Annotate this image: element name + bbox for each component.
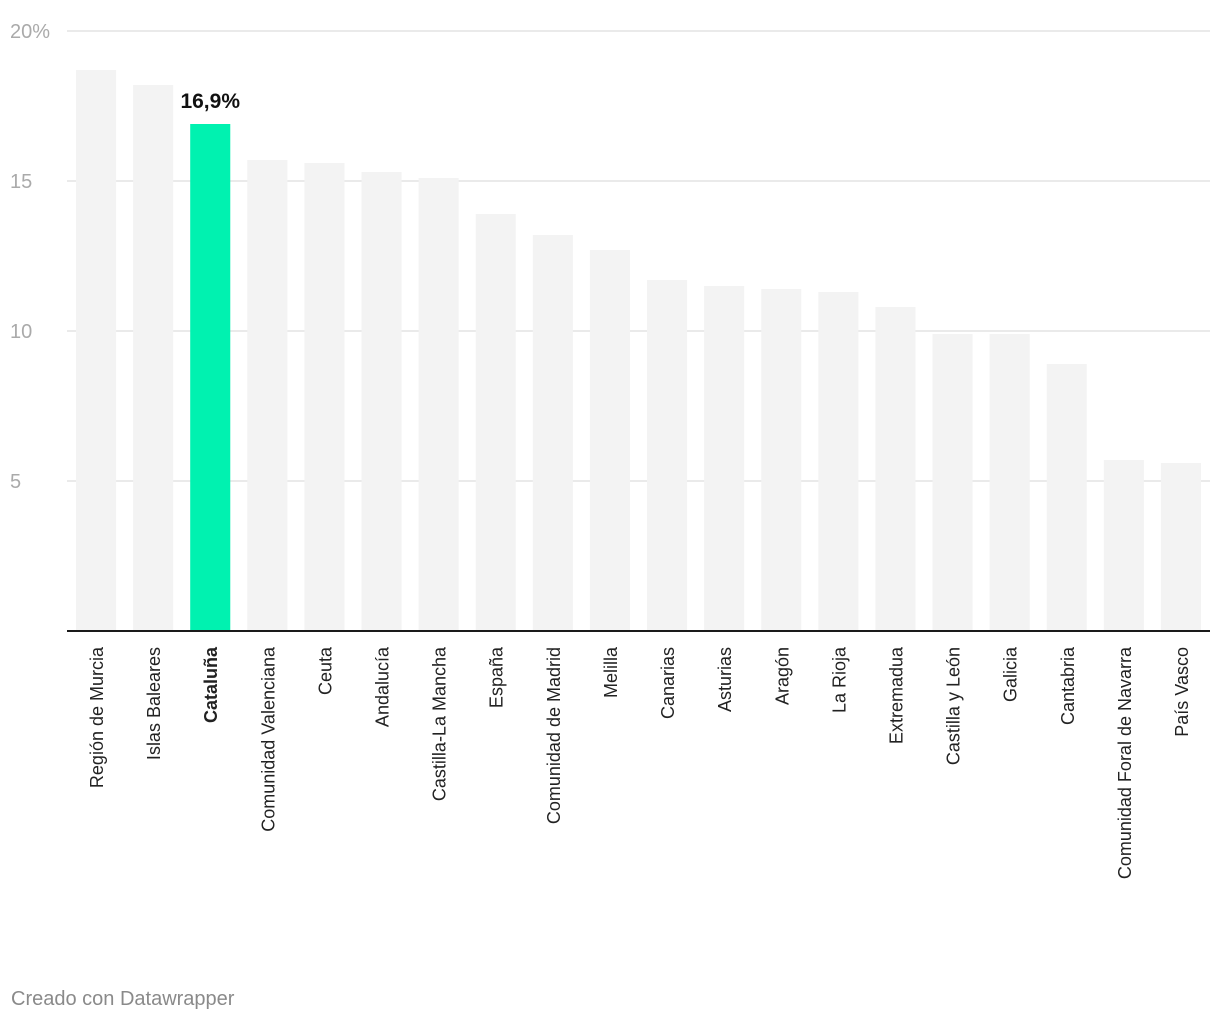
bar	[1160, 463, 1201, 631]
x-category-label: Ceuta	[315, 646, 335, 695]
x-category-label: Comunidad de Madrid	[544, 647, 564, 824]
category-labels: Región de Murcia Islas Baleares Cataluña Co…	[87, 646, 1192, 879]
x-category-label: Comunidad Valenciana	[258, 646, 278, 832]
x-category-label: Melilla	[601, 646, 621, 698]
x-category-label: País Vasco	[1172, 647, 1192, 737]
x-category-label: Extremadua	[886, 646, 906, 744]
bars	[76, 70, 1201, 631]
y-tick-label: 10	[10, 321, 32, 343]
bar	[704, 286, 745, 631]
x-category-label: Islas Baleares	[144, 647, 164, 760]
datawrapper-credit[interactable]: Creado con Datawrapper	[11, 988, 235, 1010]
bar	[1103, 460, 1144, 631]
x-category-label: Aragón	[772, 647, 792, 705]
x-category-label: Cantabria	[1058, 646, 1078, 725]
bar	[475, 214, 516, 631]
x-category-label: Andalucía	[373, 646, 393, 727]
bar	[532, 235, 573, 631]
bar-highlight	[190, 124, 231, 631]
x-category-label: Asturias	[715, 647, 735, 712]
x-category-label: Castilla y León	[944, 647, 964, 765]
x-category-label: Galicia	[1001, 646, 1021, 702]
x-category-label: Castilla-La Mancha	[430, 646, 450, 801]
bar	[418, 178, 459, 631]
bar	[247, 160, 288, 631]
bar	[304, 163, 345, 631]
bar	[76, 70, 117, 631]
bar	[818, 292, 859, 631]
x-category-label: Región de Murcia	[87, 646, 107, 788]
x-category-label: Canarias	[658, 647, 678, 719]
x-category-label: Cataluña	[201, 646, 221, 723]
y-tick-label: 15	[10, 171, 32, 193]
highlight-value-label: 16,9%	[180, 90, 240, 113]
y-tick-label: 20%	[10, 21, 50, 43]
bar	[361, 172, 402, 631]
bar	[1046, 364, 1087, 631]
bar	[589, 250, 630, 631]
x-category-label: La Rioja	[829, 646, 849, 713]
bar	[761, 289, 802, 631]
x-category-label: España	[487, 646, 507, 708]
bar	[989, 334, 1030, 631]
bar	[932, 334, 973, 631]
y-tick-label: 5	[10, 471, 21, 493]
bar	[647, 280, 688, 631]
bar	[875, 307, 916, 631]
bar	[133, 85, 174, 631]
x-category-label: Comunidad Foral de Navarra	[1115, 646, 1135, 879]
